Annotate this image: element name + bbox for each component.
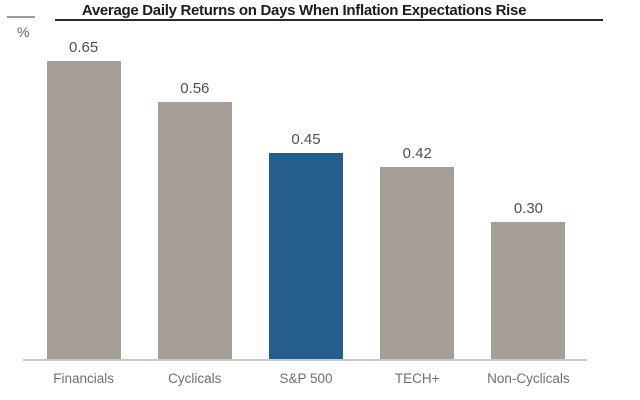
bar-column-cyclicals: 0.56 (139, 80, 250, 360)
axis-top-dash (7, 16, 35, 18)
bar-value-label-cyclicals: 0.56 (180, 80, 210, 97)
bars-row: 0.65 0.56 0.45 0.42 0.30 (28, 39, 584, 360)
chart-title: Average Daily Returns on Days When Infla… (81, 2, 527, 19)
bar-value-label-non-cyclicals: 0.30 (513, 200, 544, 217)
category-label-tech: TECH+ (394, 371, 440, 386)
bar-financials (46, 61, 121, 360)
bar-non-cyclicals (491, 222, 566, 360)
bar-column-s-p-500: 0.45 (250, 131, 361, 360)
bar-value-label-financials: 0.65 (69, 39, 99, 56)
bar-value-label-tech: 0.42 (402, 145, 432, 162)
category-label-s-p-500: S&P 500 (279, 371, 333, 386)
bar-column-non-cyclicals: 0.30 (473, 200, 584, 360)
bar-tech (380, 167, 455, 360)
category-labels-row: Financials Cyclicals S&P 500 TECH+ Non-Cycli… (28, 371, 584, 386)
x-axis-line (23, 359, 587, 361)
bar-cyclicals (157, 102, 232, 360)
title-underline (55, 19, 603, 21)
bar-column-tech: 0.42 (362, 145, 473, 360)
category-label-cyclicals: Cyclicals (168, 371, 222, 386)
category-label-non-cyclicals: Non-Cyclicals (487, 371, 570, 386)
bar-column-financials: 0.65 (28, 39, 139, 360)
bar-value-label-s-p-500: 0.45 (291, 131, 321, 148)
y-axis-unit-label: % (17, 24, 30, 40)
category-label-financials: Financials (53, 371, 114, 386)
bar-s-p-500 (269, 153, 343, 360)
